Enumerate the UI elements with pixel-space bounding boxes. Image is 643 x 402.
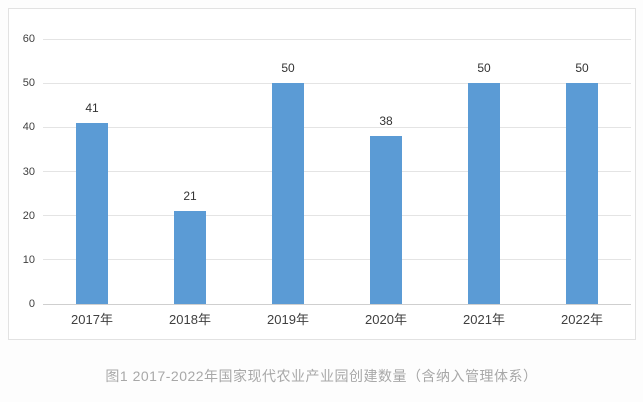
x-axis-tick-label: 2020年 [365, 312, 407, 327]
bar-2020 [370, 136, 402, 304]
x-axis-line [43, 303, 631, 305]
gridline [43, 171, 631, 172]
chart-caption: 图1 2017-2022年国家现代农业产业园创建数量（含纳入管理体系） [105, 368, 538, 384]
bar-chart-plot-area: 0 10 20 30 40 50 60 41 2017年 21 2018年 50 2019年 38 2020… [23, 33, 631, 327]
gridline [43, 38, 631, 40]
bar-value-label: 41 [85, 100, 99, 115]
bar-2019 [272, 83, 304, 304]
y-axis-tick-label: 20 [22, 209, 35, 222]
bar-2021 [468, 83, 500, 304]
y-axis-tick-label: 10 [22, 253, 35, 266]
bar-2022 [566, 83, 598, 304]
bar-2018 [174, 211, 206, 304]
x-axis-tick-label: 2018年 [169, 312, 211, 327]
gridline [43, 126, 631, 128]
x-axis-tick-label: 2019年 [267, 312, 309, 327]
x-axis-tick-label: 2017年 [71, 312, 113, 327]
bar-2017 [76, 122, 108, 304]
gridline [43, 82, 631, 84]
y-axis-tick-label: 60 [22, 33, 35, 45]
x-axis-tick-label: 2022年 [561, 312, 603, 327]
y-axis-tick-label: 0 [28, 298, 35, 310]
bar-value-label: 21 [183, 189, 197, 204]
bar-value-label: 50 [477, 61, 491, 76]
y-axis-tick-label: 40 [22, 121, 35, 134]
bar-value-label: 50 [281, 61, 295, 76]
bar-value-label: 38 [379, 114, 393, 129]
gridline [43, 215, 631, 217]
gridline [43, 259, 631, 261]
bar-value-label: 50 [575, 61, 589, 76]
chart-panel: 0 10 20 30 40 50 60 41 2017年 21 2018年 50 2019年 38 2020… [8, 8, 636, 340]
y-axis-tick-label: 30 [22, 165, 35, 178]
x-axis-tick-label: 2021年 [463, 312, 505, 327]
y-axis-tick-label: 50 [22, 77, 35, 90]
